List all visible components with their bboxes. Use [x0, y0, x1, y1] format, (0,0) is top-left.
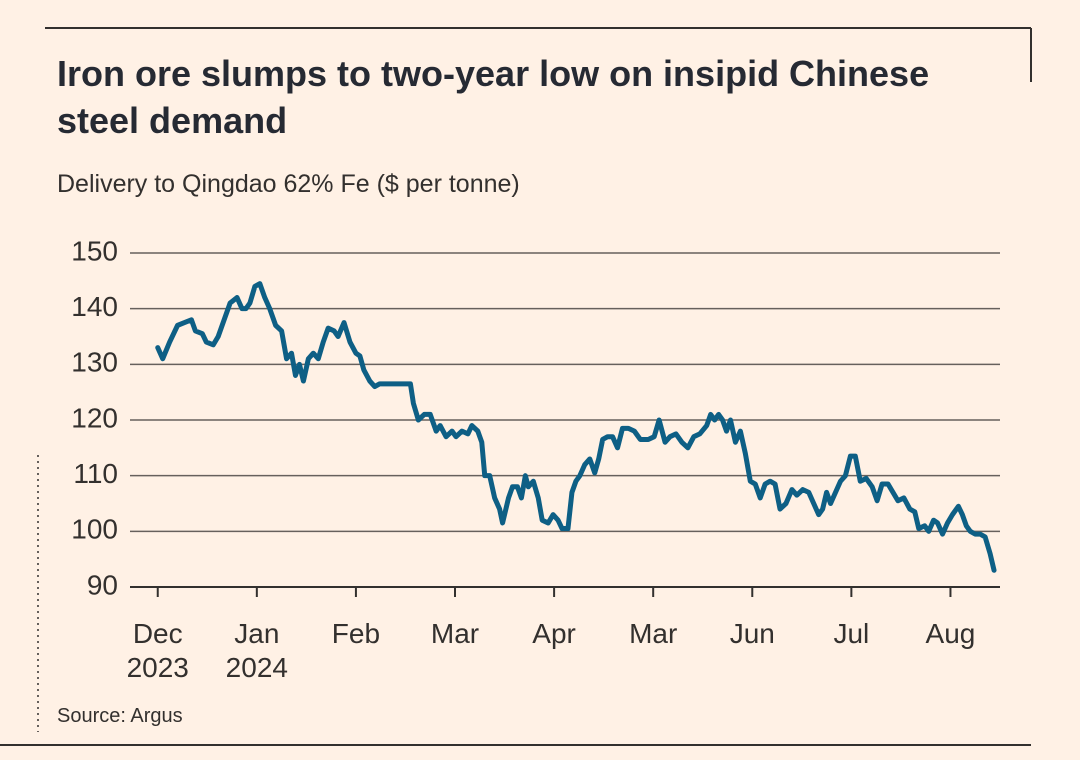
series-line: [155, 281, 997, 573]
x-tick-label: Apr: [532, 618, 576, 649]
y-tick-label: 150: [71, 235, 118, 266]
x-tick-label: Jun: [729, 618, 775, 649]
x-tick-label: Feb: [331, 618, 381, 649]
x-tick-label: Jan 2024: [225, 618, 288, 683]
y-tick-label: 130: [71, 347, 118, 378]
x-tick-label: Mar: [629, 618, 678, 649]
y-tick-label: 90: [87, 569, 118, 600]
chart-title: Iron ore slumps to two-year low on insip…: [57, 53, 930, 141]
chart-subtitle: Delivery to Qingdao 62% Fe ($ per tonne): [57, 170, 520, 198]
x-tick-label: Dec 2023: [126, 618, 189, 683]
x-tick-label: Jul: [833, 618, 870, 649]
y-tick-label: 120: [71, 402, 118, 433]
y-tick-label: 100: [71, 514, 118, 545]
source: Source: Argus: [57, 705, 183, 727]
x-tick-label: Mar: [430, 618, 480, 649]
x-tick-label: Aug: [925, 618, 976, 649]
y-tick-label: 140: [71, 291, 118, 322]
y-tick-label: 110: [73, 458, 118, 489]
